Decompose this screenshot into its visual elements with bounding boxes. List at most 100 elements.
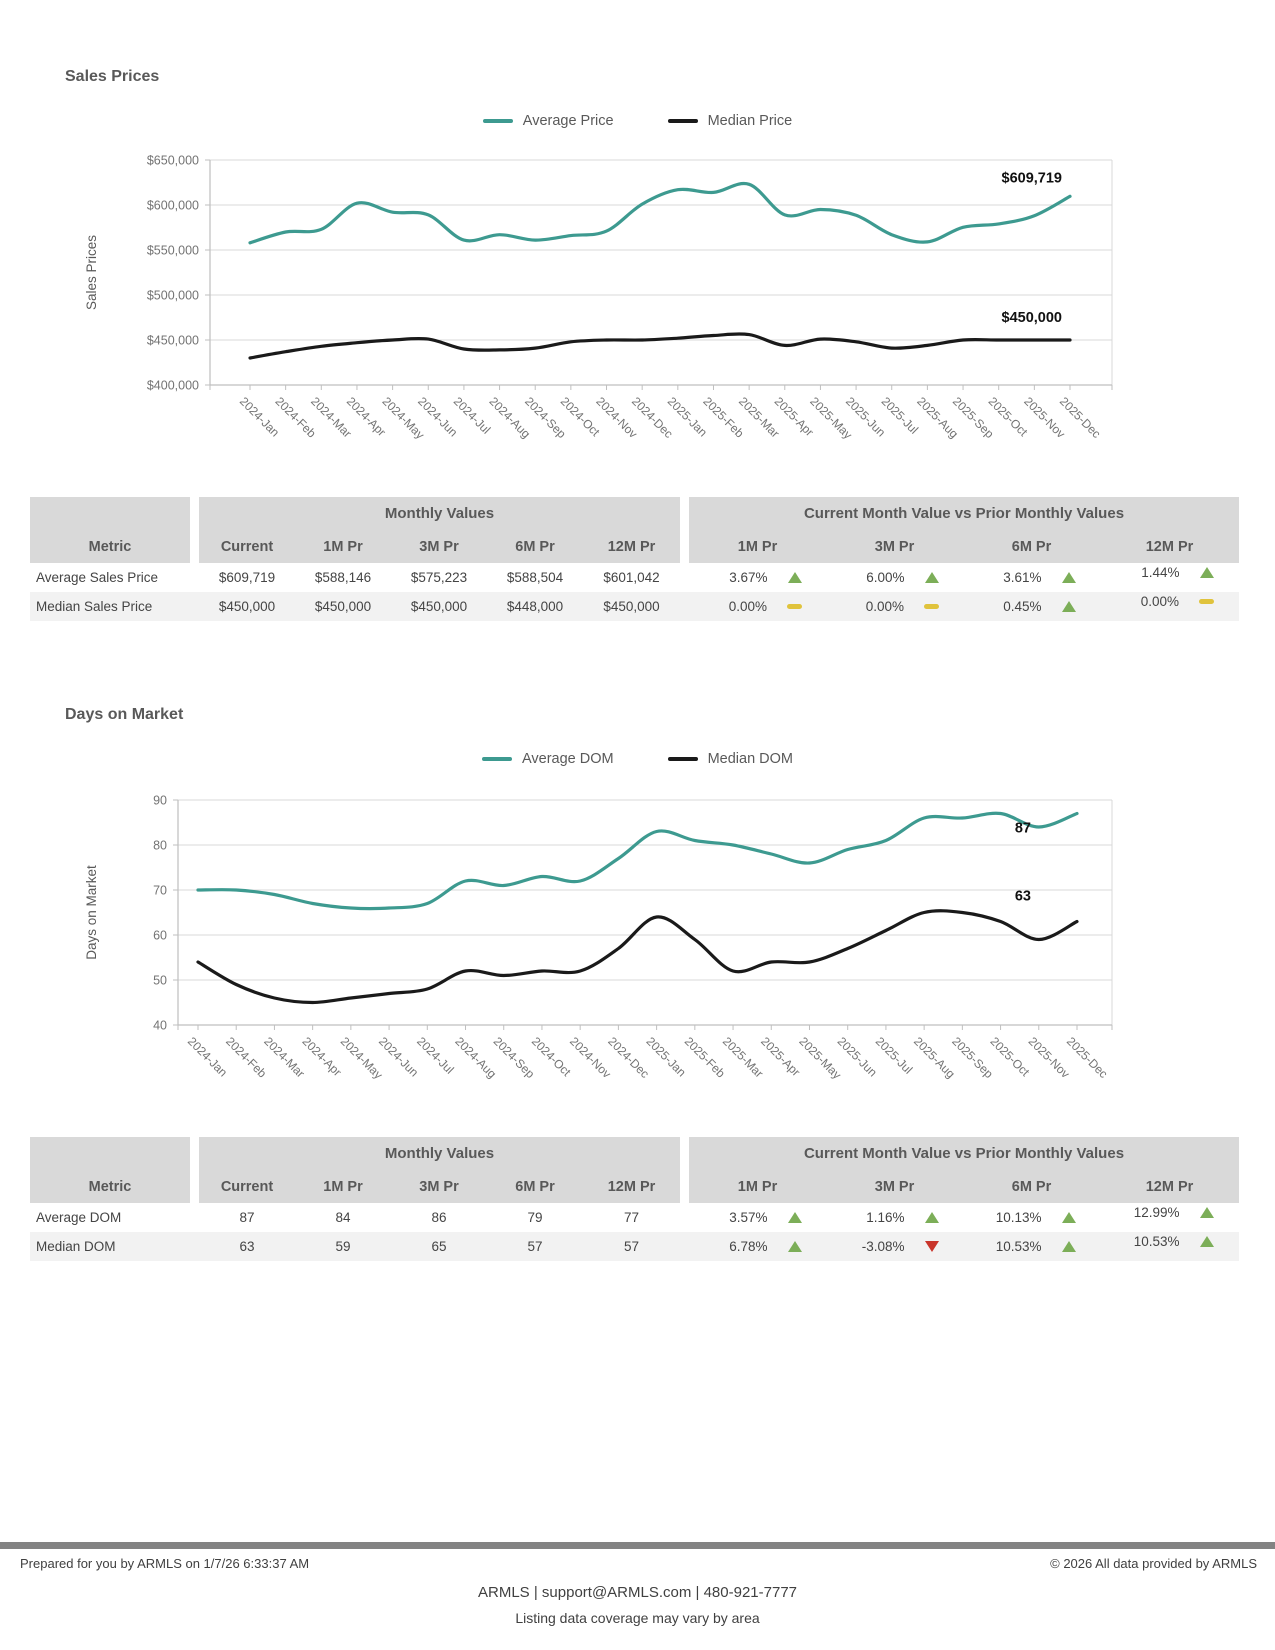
- y-tick-label: $450,000: [147, 334, 199, 348]
- y-tick-label: 40: [153, 1019, 167, 1033]
- comparison-column-header: 6M Pr: [963, 530, 1100, 563]
- down-arrow-icon: [924, 1241, 939, 1252]
- x-tick-label: 2024-Feb: [223, 1034, 269, 1080]
- sales-prices-chart: $400,000 $450,000 $500,000 $550,000 $600,000…: [80, 150, 1120, 482]
- value-cell: $448,000: [487, 592, 583, 621]
- change-value: 10.53%: [995, 1239, 1042, 1254]
- row-gap: [190, 1232, 199, 1261]
- up-arrow-icon: [924, 572, 939, 583]
- y-tick-label: 80: [153, 839, 167, 853]
- footer-copyright-text: © 2026 All data provided by ARMLS: [1050, 1556, 1257, 1571]
- change-cell: 1.16%: [826, 1203, 963, 1232]
- monthly-values-group-header: Monthly Values: [199, 497, 680, 530]
- y-tick-label: 50: [153, 974, 167, 988]
- x-tick-label: 2025-Jan: [643, 1034, 688, 1079]
- days-on-market-title: Days on Market: [65, 706, 184, 723]
- comparison-column-header: 6M Pr: [963, 1170, 1100, 1203]
- sales-prices-title: Sales Prices: [65, 68, 160, 85]
- change-value: 12.99%: [1133, 1205, 1180, 1220]
- legend-line-swatch-icon: [481, 757, 512, 761]
- series-end-label: 63: [1015, 889, 1031, 905]
- change-cell: 3.67%: [689, 563, 826, 592]
- series-line-0: [196, 811, 1079, 911]
- metric-band-header: [30, 1137, 190, 1170]
- row-gap: [680, 563, 689, 592]
- days-on-market-chart: 40 50 60 70 80 90 2024-Jan 2024-Feb 2024-Mar 2024…: [80, 790, 1120, 1122]
- x-tick-label: 2025-Mar: [720, 1034, 766, 1080]
- flat-dash-icon: [1199, 599, 1214, 604]
- value-cell: 57: [583, 1232, 680, 1261]
- x-tick-label: 2025-Feb: [682, 1034, 728, 1080]
- metric-band-header: [30, 497, 190, 530]
- footer-coverage-text: Listing data coverage may vary by area: [515, 1610, 760, 1626]
- legend-entry: Median Price: [667, 113, 792, 129]
- value-cell: $609,719: [218, 570, 276, 585]
- monthly-values-group-header: Monthly Values: [199, 1137, 680, 1170]
- x-tick-label: 2024-Nov: [567, 1034, 614, 1081]
- value-cell: 86: [431, 1210, 447, 1225]
- change-value: 10.53%: [1133, 1234, 1180, 1249]
- legend-label: Average DOM: [521, 751, 614, 767]
- change-cell: 1.44%: [1100, 563, 1239, 592]
- value-cell: 65: [391, 1232, 487, 1261]
- comparison-column-header: 12M Pr: [1100, 1170, 1239, 1203]
- y-tick-label: $650,000: [147, 154, 199, 168]
- change-cell: 10.53%: [963, 1232, 1100, 1261]
- change-cell: 0.45%: [963, 592, 1100, 621]
- x-tick-label: 2024-Dec: [605, 1034, 652, 1081]
- up-arrow-icon: [787, 1241, 802, 1252]
- up-arrow-icon: [1061, 572, 1076, 583]
- change-cell: 10.13%: [963, 1203, 1100, 1232]
- comparison-column-header: 3M Pr: [826, 530, 963, 563]
- change-value: 1.16%: [866, 1210, 905, 1225]
- footer-divider: [0, 1542, 1275, 1549]
- change-value: 0.00%: [728, 599, 767, 614]
- comparison-column-header: 1M Pr: [689, 1170, 826, 1203]
- up-arrow-icon: [1061, 1241, 1076, 1252]
- x-tick-label: 2025-Aug: [911, 1034, 958, 1081]
- value-column-header: 3M Pr: [391, 1170, 487, 1203]
- x-tick-label: 2024-Jan: [185, 1034, 230, 1079]
- up-arrow-icon: [787, 1212, 802, 1223]
- series-end-label: $450,000: [1002, 310, 1062, 326]
- change-value: 0.00%: [865, 599, 904, 614]
- value-column-header: 12M Pr: [583, 1170, 680, 1203]
- legend-entry: Average Price: [482, 113, 614, 129]
- legend-line-swatch-icon: [482, 119, 513, 123]
- series-end-label: 87: [1015, 821, 1031, 837]
- legend-line-swatch-icon: [667, 757, 698, 761]
- row-gap: [680, 592, 689, 621]
- comparison-group-header: Current Month Value vs Prior Monthly Val…: [689, 1137, 1239, 1170]
- change-value: 3.57%: [729, 1210, 768, 1225]
- change-cell: 12.99%: [1100, 1203, 1239, 1232]
- row-gap: [680, 1232, 689, 1261]
- y-tick-label: $600,000: [147, 199, 199, 213]
- series-end-label: $609,719: [1002, 170, 1062, 186]
- value-cell: 59: [295, 1232, 391, 1261]
- change-cell: 0.00%: [826, 592, 963, 621]
- up-arrow-icon: [1199, 1236, 1214, 1247]
- y-tick-label: $500,000: [147, 289, 199, 303]
- comparison-group-header: Current Month Value vs Prior Monthly Val…: [689, 497, 1239, 530]
- series-line-1: [248, 332, 1072, 360]
- x-tick-label: 2024-Apr: [300, 1034, 345, 1079]
- y-axis-title: Days on Market: [84, 865, 99, 960]
- x-tick-label: 2025-Apr: [758, 1034, 803, 1079]
- value-cell: $588,504: [506, 570, 564, 585]
- value-cell: 79: [527, 1210, 543, 1225]
- change-cell: -3.08%: [826, 1232, 963, 1261]
- y-tick-label: 60: [153, 929, 167, 943]
- row-gap: [190, 563, 199, 592]
- change-cell: 3.61%: [963, 563, 1100, 592]
- change-value: 0.45%: [1003, 599, 1042, 614]
- line-chart-svg: 4050607080902024-Jan2024-Feb2024-Mar2024…: [84, 794, 1113, 1082]
- value-column-header: 1M Pr: [295, 1170, 391, 1203]
- change-value: 3.67%: [729, 570, 768, 585]
- days-on-market-table: Monthly Values Current Month Value vs Pri…: [30, 1137, 1239, 1261]
- x-tick-label: 2025-Nov: [1026, 1034, 1073, 1081]
- change-value: -3.08%: [861, 1239, 905, 1254]
- value-cell: 57: [487, 1232, 583, 1261]
- change-cell: 6.00%: [826, 563, 963, 592]
- line-chart-svg: $400,000 $450,000 $500,000 $550,000 $600,000…: [84, 154, 1113, 442]
- value-column-header: 6M Pr: [487, 530, 583, 563]
